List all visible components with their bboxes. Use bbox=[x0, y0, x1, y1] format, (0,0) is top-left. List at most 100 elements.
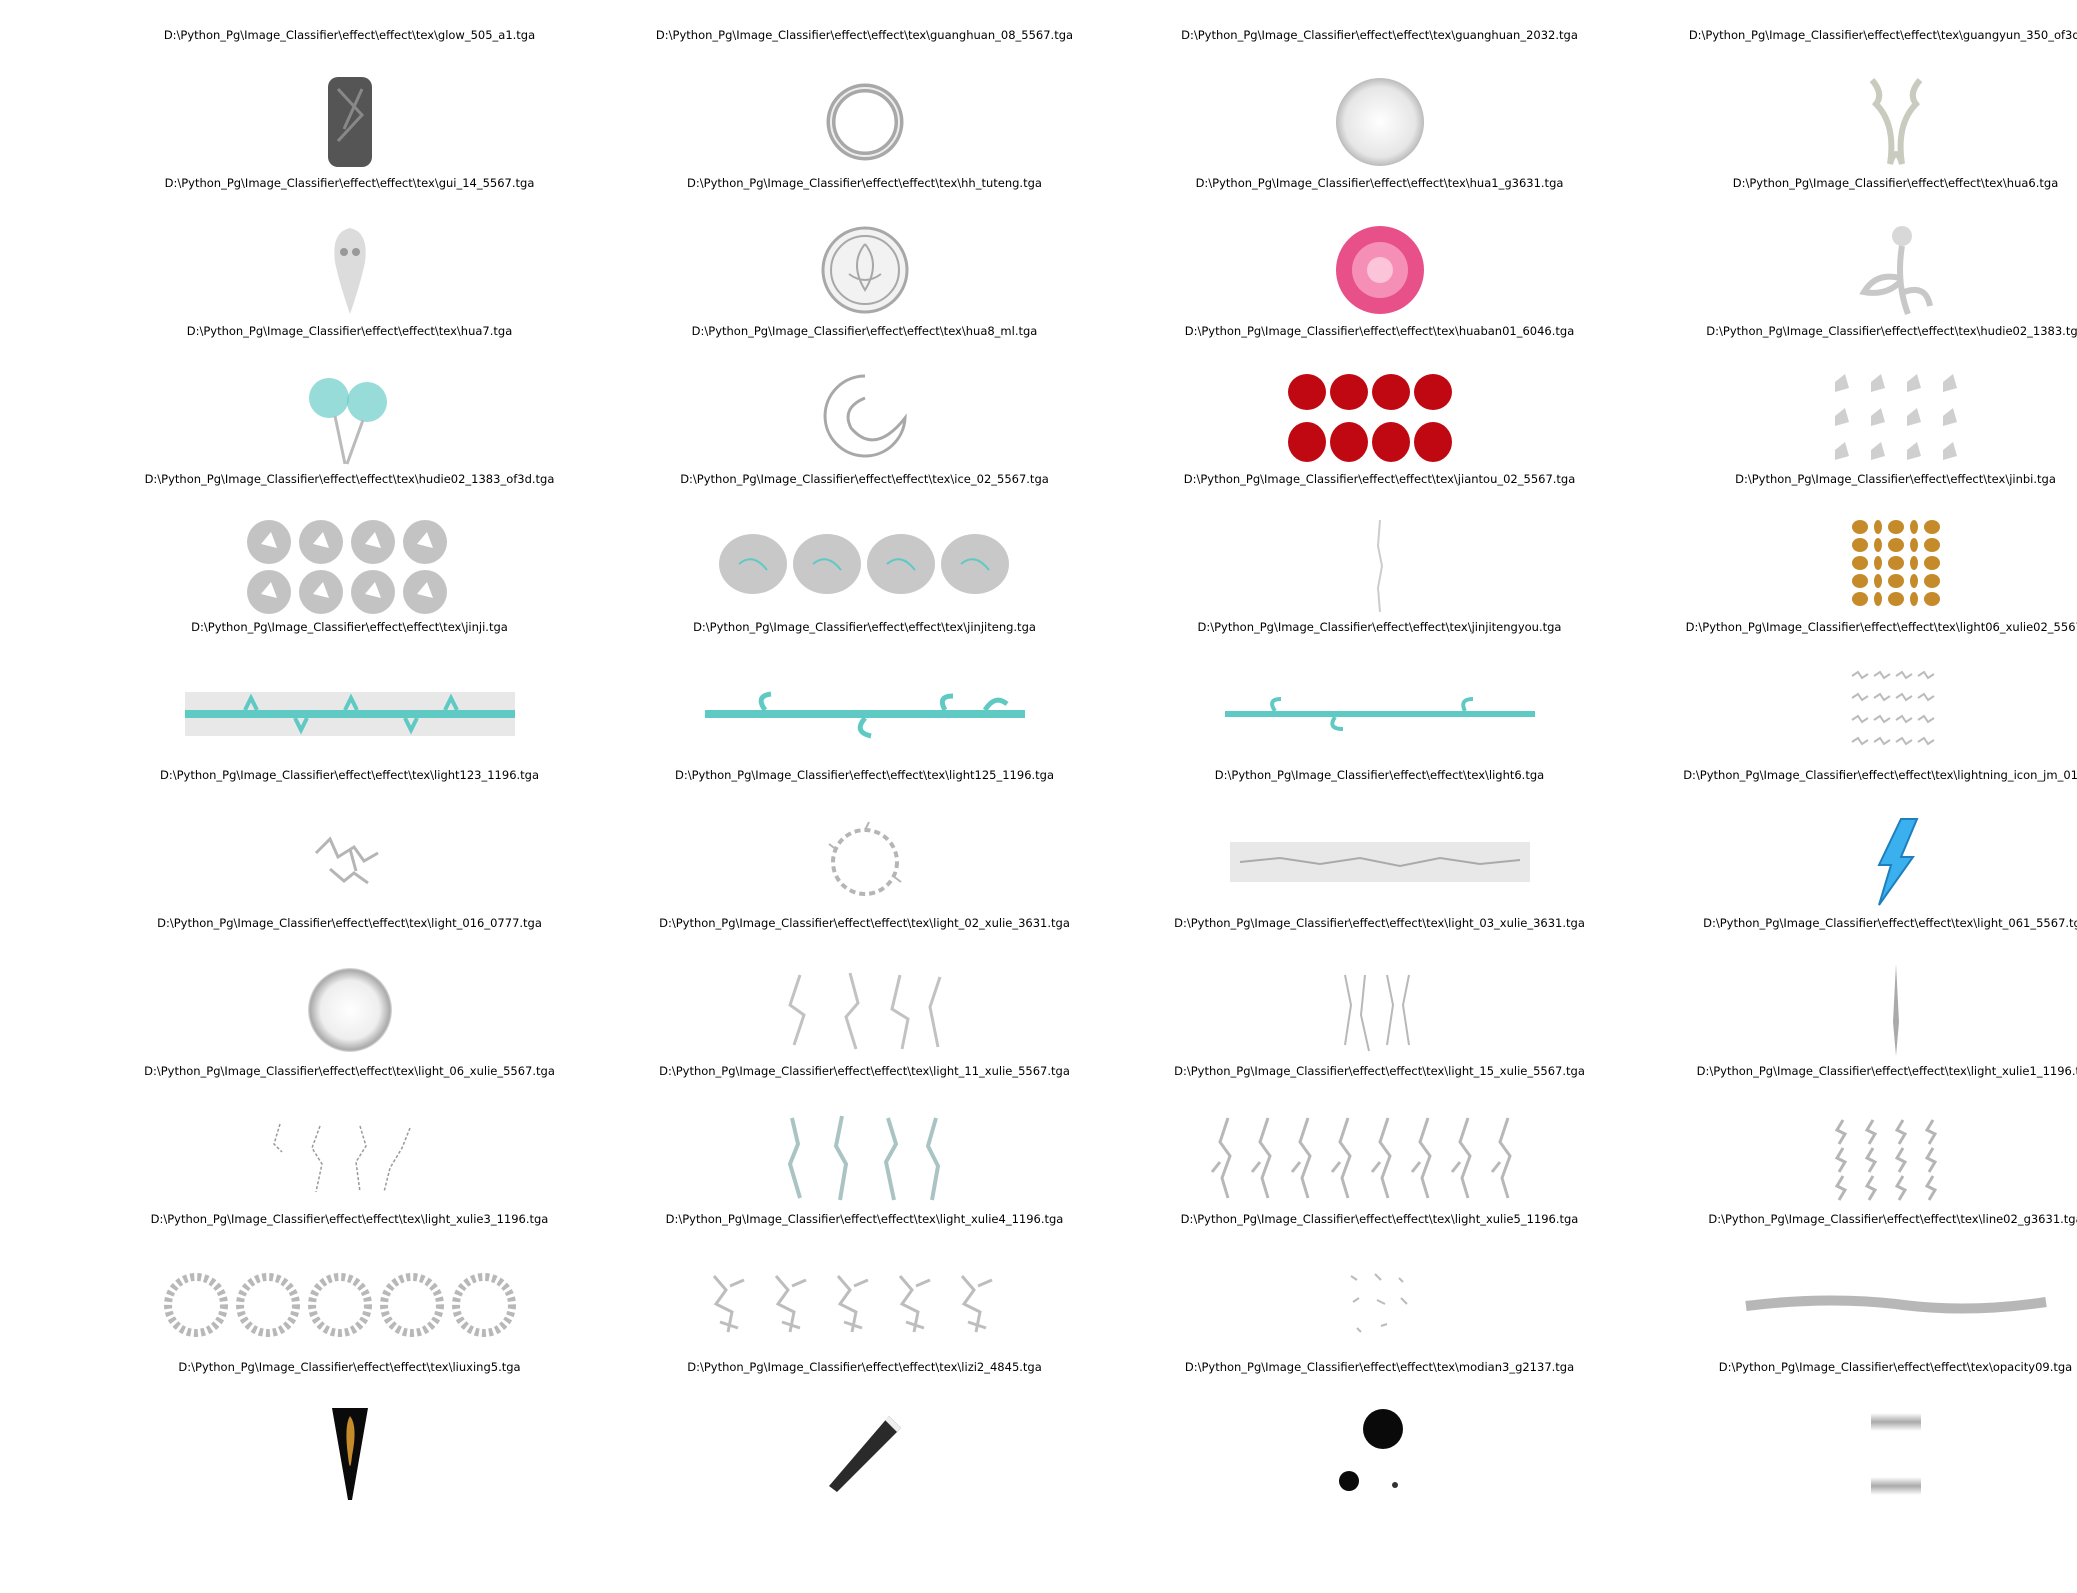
file-path-label: D:\Python_Pg\Image_Classifier\effect\eff… bbox=[1685, 620, 2077, 634]
thin-spike-texture-preview bbox=[1636, 960, 2077, 1060]
swirl-texture-preview bbox=[605, 368, 1124, 468]
thumbnail-item: D:\Python_Pg\Image_Classifier\effect\eff… bbox=[1120, 888, 1639, 1052]
dark-shield-texture-preview bbox=[90, 72, 609, 172]
file-path-label: D:\Python_Pg\Image_Classifier\effect\eff… bbox=[186, 324, 513, 338]
thumbnail-item: D:\Python_Pg\Image_Classifier\effect\eff… bbox=[1636, 740, 2077, 906]
thumbnail-item: D:\Python_Pg\Image_Classifier\effect\eff… bbox=[90, 740, 609, 888]
thumbnail-item: D:\Python_Pg\Image_Classifier\effect\eff… bbox=[1120, 444, 1639, 613]
thumbnail-item: D:\Python_Pg\Image_Classifier\effect\eff… bbox=[605, 0, 1124, 161]
file-path-label: D:\Python_Pg\Image_Classifier\effect\eff… bbox=[1696, 1064, 2077, 1078]
thumbnail-item: D:\Python_Pg\Image_Classifier\effect\eff… bbox=[90, 148, 609, 314]
file-path-label: D:\Python_Pg\Image_Classifier\effect\eff… bbox=[1184, 1360, 1575, 1374]
totem-disc-texture-preview bbox=[605, 220, 1124, 320]
file-path-label: D:\Python_Pg\Image_Classifier\effect\eff… bbox=[157, 916, 542, 930]
file-path-label: D:\Python_Pg\Image_Classifier\effect\eff… bbox=[144, 472, 555, 486]
file-path-label: D:\Python_Pg\Image_Classifier\effect\eff… bbox=[1708, 1212, 2077, 1226]
lightning-dotted-texture-preview bbox=[90, 1108, 609, 1208]
thumbnail-item: D:\Python_Pg\Image_Classifier\effect\eff… bbox=[1636, 148, 2077, 316]
butterfly-grid-dark-texture-preview bbox=[90, 516, 609, 616]
thumbnail-item: D:\Python_Pg\Image_Classifier\effect\eff… bbox=[90, 1036, 609, 1193]
file-path-label: D:\Python_Pg\Image_Classifier\effect\eff… bbox=[1706, 324, 2077, 338]
file-path-label: D:\Python_Pg\Image_Classifier\effect\eff… bbox=[144, 1064, 555, 1078]
file-path-label: D:\Python_Pg\Image_Classifier\effect\eff… bbox=[1195, 176, 1564, 190]
thumbnail-item: D:\Python_Pg\Image_Classifier\effect\eff… bbox=[1636, 1332, 2077, 1495]
ice-clouds-texture-preview bbox=[605, 516, 1124, 616]
thumbnail-item: D:\Python_Pg\Image_Classifier\effect\eff… bbox=[1636, 0, 2077, 165]
file-path-label: D:\Python_Pg\Image_Classifier\effect\eff… bbox=[1183, 472, 1576, 486]
thumbnail-item: D:\Python_Pg\Image_Classifier\effect\eff… bbox=[1636, 888, 2077, 1056]
thumbnail-item: D:\Python_Pg\Image_Classifier\effect\eff… bbox=[605, 444, 1124, 594]
thumbnail-item: D:\Python_Pg\Image_Classifier\effect\eff… bbox=[605, 296, 1124, 458]
coins-texture-preview bbox=[1636, 516, 2077, 616]
file-path-label: D:\Python_Pg\Image_Classifier\effect\eff… bbox=[1718, 1360, 2073, 1374]
file-path-label: D:\Python_Pg\Image_Classifier\effect\eff… bbox=[1180, 1212, 1579, 1226]
thumbnail-item: D:\Python_Pg\Image_Classifier\effect\eff… bbox=[1120, 0, 1639, 166]
thumbnail-item: D:\Python_Pg\Image_Classifier\effect\eff… bbox=[1120, 740, 1639, 888]
file-path-label: D:\Python_Pg\Image_Classifier\effect\eff… bbox=[191, 620, 508, 634]
lightning-cluster-texture-preview bbox=[90, 812, 609, 912]
thumbnail-item: D:\Python_Pg\Image_Classifier\effect\eff… bbox=[1120, 148, 1639, 314]
lightning-teal-texture-preview bbox=[605, 1108, 1124, 1208]
file-path-label: D:\Python_Pg\Image_Classifier\effect\eff… bbox=[691, 324, 1038, 338]
thumbnail-item: D:\Python_Pg\Image_Classifier\effect\eff… bbox=[90, 888, 609, 1052]
gray-bars-texture-preview bbox=[1636, 1404, 2077, 1504]
thorn-bar-texture-preview bbox=[90, 664, 609, 764]
file-path-label: D:\Python_Pg\Image_Classifier\effect\eff… bbox=[159, 768, 540, 782]
teal-flowers-texture-preview bbox=[90, 368, 609, 468]
thumbnail-item: D:\Python_Pg\Image_Classifier\effect\eff… bbox=[1636, 592, 2077, 746]
ghost-texture-preview bbox=[90, 220, 609, 320]
ribbon-texture-preview bbox=[605, 1404, 1124, 1504]
file-path-label: D:\Python_Pg\Image_Classifier\effect\eff… bbox=[659, 916, 1070, 930]
blue-bolt-texture-preview bbox=[1636, 812, 2077, 912]
thumbnail-item: D:\Python_Pg\Image_Classifier\effect\eff… bbox=[1636, 296, 2077, 460]
butterfly-grid-light-texture-preview bbox=[1636, 368, 2077, 468]
file-path-label: D:\Python_Pg\Image_Classifier\effect\eff… bbox=[1735, 472, 2056, 486]
file-path-label: D:\Python_Pg\Image_Classifier\effect\eff… bbox=[1174, 1064, 1585, 1078]
file-path-label: D:\Python_Pg\Image_Classifier\effect\eff… bbox=[655, 28, 1074, 42]
vine-bar-thin-texture-preview bbox=[1120, 664, 1639, 764]
thumbnail-item: D:\Python_Pg\Image_Classifier\effect\eff… bbox=[90, 1332, 609, 1500]
thumbnail-item: D:\Python_Pg\Image_Classifier\effect\eff… bbox=[90, 444, 609, 614]
file-path-label: D:\Python_Pg\Image_Classifier\effect\eff… bbox=[1197, 620, 1562, 634]
thumbnail-item: D:\Python_Pg\Image_Classifier\effect\eff… bbox=[1120, 1332, 1639, 1491]
red-petals-texture-preview bbox=[1120, 368, 1639, 468]
soft-sphere-texture-preview bbox=[1120, 72, 1639, 172]
thumbnail-item: D:\Python_Pg\Image_Classifier\effect\eff… bbox=[90, 592, 609, 740]
file-path-label: D:\Python_Pg\Image_Classifier\effect\eff… bbox=[1181, 28, 1578, 42]
file-path-label: D:\Python_Pg\Image_Classifier\effect\eff… bbox=[1688, 28, 2077, 42]
file-path-label: D:\Python_Pg\Image_Classifier\effect\eff… bbox=[178, 1360, 521, 1374]
lightning-clusters-texture-preview bbox=[605, 1256, 1124, 1356]
glow-ring-texture-preview bbox=[90, 960, 609, 1060]
ornament-texture-preview bbox=[1636, 72, 2077, 172]
file-path-label: D:\Python_Pg\Image_Classifier\effect\eff… bbox=[164, 176, 535, 190]
file-path-label: D:\Python_Pg\Image_Classifier\effect\eff… bbox=[1703, 916, 2077, 930]
file-path-label: D:\Python_Pg\Image_Classifier\effect\eff… bbox=[1732, 176, 2059, 190]
thumbnail-item: D:\Python_Pg\Image_Classifier\effect\eff… bbox=[90, 0, 609, 167]
lightning-small-grid-texture-preview bbox=[1636, 1108, 2077, 1208]
lightning-branches-texture-preview bbox=[1120, 1108, 1639, 1208]
lightning-strands-short-texture-preview bbox=[1120, 960, 1639, 1060]
thumbnail-item: D:\Python_Pg\Image_Classifier\effect\eff… bbox=[1120, 296, 1639, 462]
file-path-label: D:\Python_Pg\Image_Classifier\effect\eff… bbox=[163, 28, 536, 42]
thumbnail-item: D:\Python_Pg\Image_Classifier\effect\eff… bbox=[90, 1184, 609, 1337]
thumbnail-item: D:\Python_Pg\Image_Classifier\effect\eff… bbox=[605, 592, 1124, 740]
lightning-strands-texture-preview bbox=[605, 960, 1124, 1060]
thumbnail-item: D:\Python_Pg\Image_Classifier\effect\eff… bbox=[1636, 444, 2077, 606]
vine-bar-texture-preview bbox=[605, 664, 1124, 764]
file-path-label: D:\Python_Pg\Image_Classifier\effect\eff… bbox=[674, 768, 1055, 782]
file-path-label: D:\Python_Pg\Image_Classifier\effect\eff… bbox=[680, 472, 1049, 486]
thumbnail-item: D:\Python_Pg\Image_Classifier\effect\eff… bbox=[1120, 1036, 1639, 1199]
thumbnail-item: D:\Python_Pg\Image_Classifier\effect\eff… bbox=[1120, 592, 1639, 740]
noise-rings-texture-preview bbox=[90, 1256, 609, 1356]
flower-stem-texture-preview bbox=[1636, 220, 2077, 320]
thumbnail-item: D:\Python_Pg\Image_Classifier\effect\eff… bbox=[605, 1332, 1124, 1492]
thumbnail-item: D:\Python_Pg\Image_Classifier\effect\eff… bbox=[1120, 1184, 1639, 1333]
file-path-label: D:\Python_Pg\Image_Classifier\effect\eff… bbox=[1214, 768, 1545, 782]
file-path-label: D:\Python_Pg\Image_Classifier\effect\eff… bbox=[687, 176, 1042, 190]
file-path-label: D:\Python_Pg\Image_Classifier\effect\eff… bbox=[1174, 916, 1585, 930]
thumbnail-item: D:\Python_Pg\Image_Classifier\effect\eff… bbox=[1636, 1184, 2077, 1332]
thin-arrow-texture-preview bbox=[1120, 516, 1639, 616]
lightning-horizontal-texture-preview bbox=[1120, 812, 1639, 912]
file-path-label: D:\Python_Pg\Image_Classifier\effect\eff… bbox=[693, 620, 1036, 634]
